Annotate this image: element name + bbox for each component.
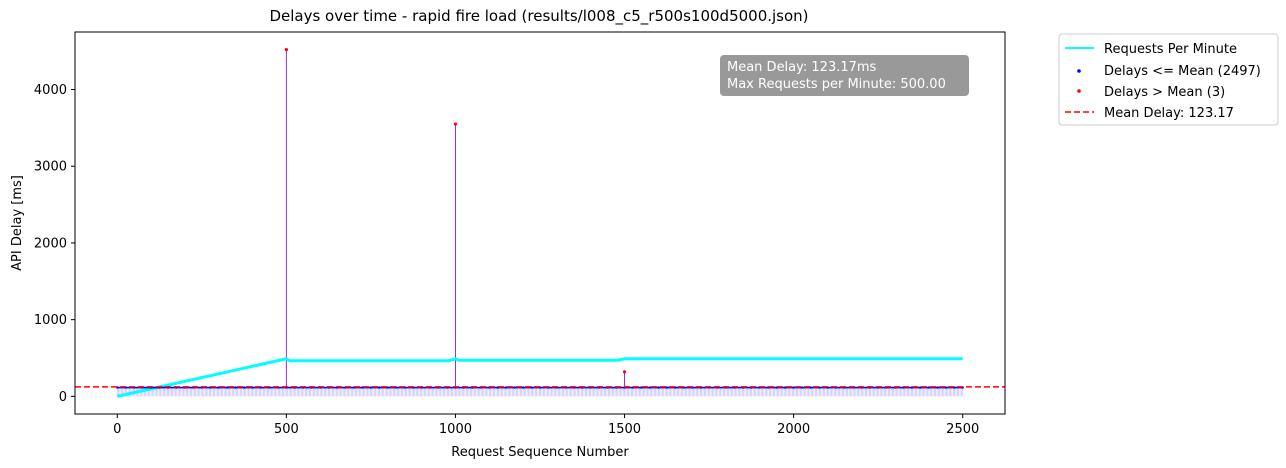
requests-per-minute-line [116,357,963,398]
axis-ticks: 0 500 1000 1500 2000 2500 0 1000 2000 3000 4000 [34,83,979,437]
stats-mean-delay: Mean Delay: 123.17ms [727,60,877,75]
delay-above-mean-point [453,122,458,126]
stats-max-requests: Max Requests per Minute: 500.00 [727,77,946,92]
stats-box: Mean Delay: 123.17ms Max Requests per Mi… [720,55,969,96]
chart-title: Delays over time - rapid fire load (resu… [269,7,808,26]
plot-frame [74,31,1006,415]
delay-above-mean-point [622,370,627,374]
y-tick-label: 3000 [34,160,67,175]
y-tick-label: 1000 [34,313,67,328]
legend: Requests Per Minute Delays <= Mean (2497… [1058,33,1279,126]
x-tick-label: 1000 [439,422,472,437]
legend-label-delays-above-mean: Delays > Mean (3) [1104,85,1225,100]
x-tick-label: 500 [274,422,299,437]
legend-swatch-delays-below-mean [1077,69,1081,73]
legend-label-requests-per-minute: Requests Per Minute [1104,42,1237,57]
legend-frame [1058,33,1279,126]
x-axis-label: Request Sequence Number [451,445,629,460]
stats-box-background [720,55,969,96]
y-axis-label: API Delay [ms] [10,175,25,271]
legend-label-delays-below-mean: Delays <= Mean (2497) [1104,64,1261,79]
plot-content [75,48,1005,398]
x-tick-label: 1500 [608,422,641,437]
y-tick-label: 4000 [34,83,67,98]
x-tick-label: 2500 [946,422,979,437]
legend-swatch-delays-above-mean [1077,89,1081,93]
plot-area [75,48,1005,398]
delay-above-mean-point [284,48,288,52]
y-tick-label: 2000 [34,236,67,251]
y-tick-label: 0 [59,390,67,405]
x-tick-label: 0 [113,422,121,437]
delay-stems [116,387,964,397]
x-tick-label: 2000 [777,422,810,437]
legend-label-mean-delay: Mean Delay: 123.17 [1104,106,1234,121]
